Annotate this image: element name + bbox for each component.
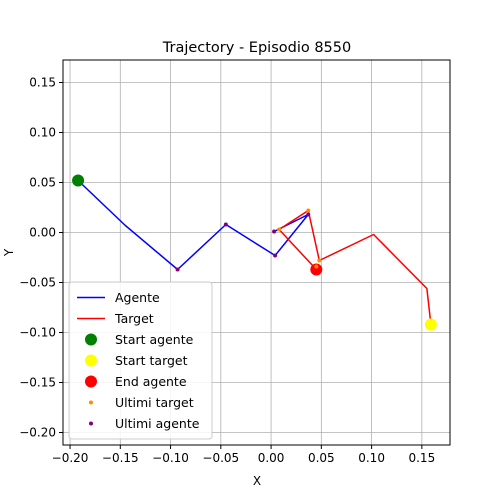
legend-label: Ultimi target: [115, 395, 194, 410]
legend-swatch: [89, 400, 93, 405]
legend-label: End agente: [115, 374, 187, 389]
y-tick-label: 0.05: [29, 176, 56, 190]
legend-swatch: [85, 375, 97, 388]
start-target-marker: [424, 318, 437, 331]
legend-label: Start agente: [115, 332, 194, 347]
x-tick-label: −0.10: [152, 451, 189, 465]
legend-swatch: [85, 333, 97, 346]
ultimi-target-marker: [314, 264, 319, 269]
y-tick-label: −0.05: [19, 276, 56, 290]
x-axis-label: X: [253, 474, 261, 488]
grid: [63, 60, 450, 445]
legend-label: Agente: [115, 290, 160, 305]
ultimi-target-marker: [317, 258, 322, 263]
plot-frame: [62, 59, 451, 446]
legend-swatch: [85, 354, 97, 367]
x-tick-label: −0.15: [102, 451, 139, 465]
x-tick-label: 0.10: [358, 451, 385, 465]
y-tick-label: −0.10: [19, 326, 56, 340]
y-axis-label: Y: [2, 248, 16, 257]
y-tick-label: −0.20: [19, 426, 56, 440]
ultimi-agente-marker: [223, 222, 228, 227]
ultimi-agente-marker: [175, 267, 180, 272]
x-tick-label: 0.05: [308, 451, 335, 465]
ultimi-agente-marker: [273, 253, 278, 258]
x-tick-label: −0.20: [52, 451, 89, 465]
chart-title: Trajectory - Episodio 8550: [162, 40, 351, 56]
legend: Agente Target Start agente Start target End …: [68, 281, 213, 440]
ultimi-target-marker: [277, 227, 282, 232]
ultimi-target-marker: [306, 208, 311, 213]
ultimi-agente-marker: [272, 229, 277, 234]
legend-label: Target: [114, 311, 154, 326]
x-tick-label: −0.05: [202, 451, 239, 465]
y-tick-label: 0.10: [29, 126, 56, 140]
y-tick-label: 0.00: [29, 226, 56, 240]
legend-box: [68, 281, 213, 440]
y-tick-label: 0.15: [29, 76, 56, 90]
end-agente-marker: [310, 263, 323, 276]
legend-label: Ultimi agente: [115, 416, 200, 431]
legend-label: Start target: [115, 353, 188, 368]
axes-ticks: −0.20 −0.15 −0.10 −0.05 0.00 0.05 0.10 0.15 0.15…: [19, 76, 435, 466]
x-tick-label: 0.00: [258, 451, 285, 465]
legend-swatch: [89, 421, 93, 426]
x-tick-label: 0.15: [408, 451, 435, 465]
ultimi-agente-marker: [306, 212, 311, 217]
plot-series: [72, 174, 437, 331]
start-agente-marker: [72, 174, 85, 187]
y-tick-label: −0.15: [19, 376, 56, 390]
